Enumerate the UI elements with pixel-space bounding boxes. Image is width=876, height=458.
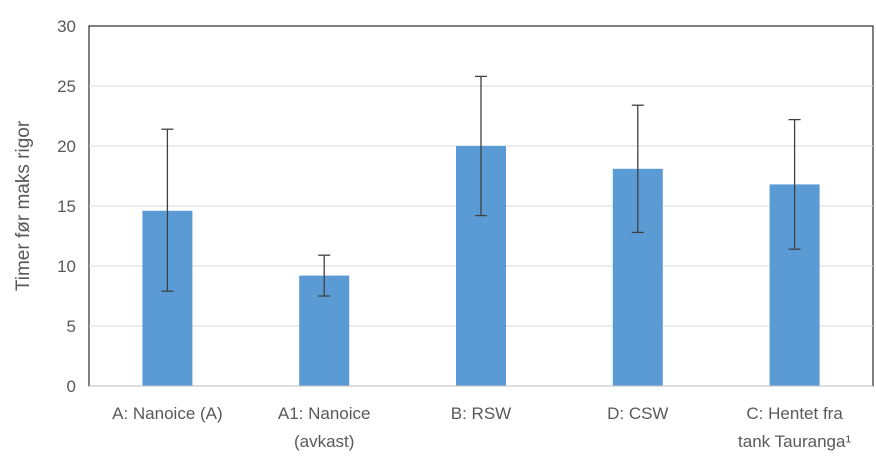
y-tick-label: 25	[57, 77, 76, 96]
y-tick-label: 20	[57, 137, 76, 156]
x-category-label: B: RSW	[451, 404, 511, 423]
y-axis-label: Timer før maks rigor	[13, 120, 34, 291]
x-category-label: A1: Nanoice	[278, 404, 371, 423]
y-tick-label: 0	[67, 377, 76, 396]
y-tick-label: 5	[67, 317, 76, 336]
x-category-label: A: Nanoice (A)	[112, 404, 223, 423]
y-tick-label: 15	[57, 197, 76, 216]
y-tick-label: 30	[57, 17, 76, 36]
x-category-labels: A: Nanoice (A) A1: Nanoice (avkast) B: RSW D…	[112, 404, 851, 451]
x-category-label: C: Hentet fra	[746, 404, 843, 423]
y-tick-label: 10	[57, 257, 76, 276]
x-category-label: D: CSW	[607, 404, 668, 423]
x-category-label: tank Tauranga¹	[738, 432, 851, 451]
y-tick-labels: 0 5 10 15 20 25 30	[57, 17, 76, 396]
error-bars	[161, 75, 801, 297]
x-category-label: (avkast)	[294, 432, 354, 451]
